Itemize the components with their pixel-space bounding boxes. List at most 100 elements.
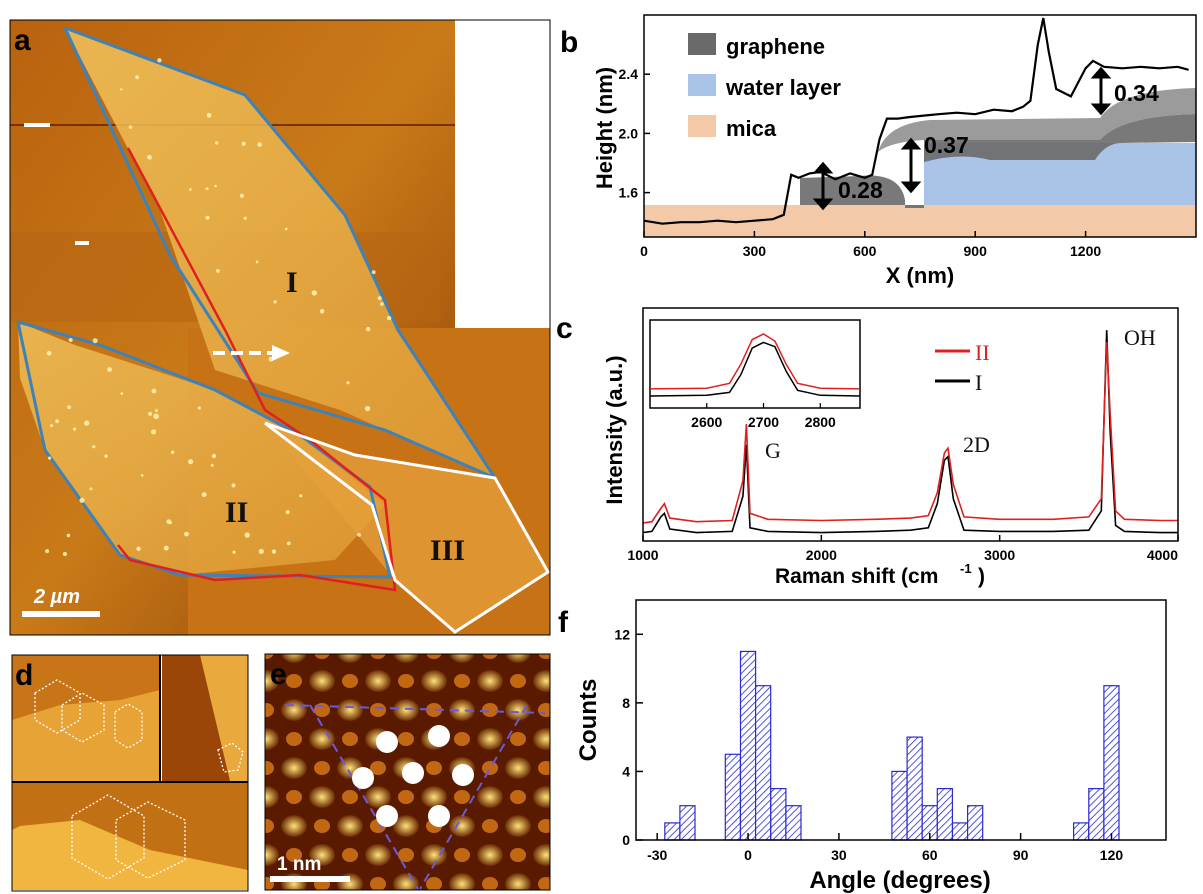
nanodot	[148, 411, 153, 416]
step-label-1: 0.37	[924, 132, 969, 158]
x-tick-label-b: 0	[640, 243, 648, 259]
nanodot	[151, 388, 157, 394]
nanodot	[299, 494, 303, 498]
panel-d-afm-images: d	[11, 654, 249, 892]
x-tick-label-f: 60	[922, 847, 938, 863]
nanodot	[205, 215, 210, 220]
nanodot	[197, 406, 201, 410]
histogram-bar	[724, 753, 741, 841]
nanodot	[89, 487, 93, 491]
legend-c: II I	[935, 340, 990, 395]
nanodot	[216, 269, 220, 273]
flake-region-II	[18, 322, 385, 575]
x-tick-label-f: 30	[831, 847, 847, 863]
nanodot	[357, 533, 361, 537]
panel-label-b: b	[560, 26, 578, 59]
step-arrows	[812, 66, 1112, 211]
x-axis-label-c-close: )	[978, 565, 985, 588]
legend-label-graphene: graphene	[726, 34, 825, 59]
region-label-III: III	[430, 534, 465, 567]
x-tick-label-c: 1000	[627, 547, 658, 563]
scale-bar-e	[270, 876, 350, 882]
nanodot	[153, 413, 159, 420]
histogram-bar	[951, 822, 969, 841]
nanodot	[258, 548, 264, 555]
x-axis-label-f: Angle (degrees)	[809, 867, 990, 894]
nanodot	[107, 367, 112, 372]
x-tick-label-c: 2000	[806, 547, 837, 563]
x-tick-label-c: 3000	[984, 547, 1015, 563]
x-tick-label-b: 900	[964, 243, 988, 259]
nanodot	[92, 445, 96, 449]
nanodot	[140, 474, 144, 477]
nanodot	[120, 88, 123, 91]
nanodot	[50, 424, 54, 428]
panel-label-d: d	[15, 659, 33, 692]
panel-e-atomic-image: 1 nm e	[264, 653, 551, 891]
nanodot	[239, 193, 244, 198]
triangle-outline	[284, 704, 546, 890]
nanodot	[232, 550, 236, 554]
nanodot	[365, 326, 371, 332]
nanodot	[84, 420, 90, 426]
inset-x-tick-label: 2800	[805, 414, 836, 430]
peak-label-OH: OH	[1124, 325, 1156, 350]
nanodot	[284, 227, 288, 231]
nanodot	[386, 315, 392, 321]
mica-layer	[644, 205, 1196, 237]
x-tick-label-f: 120	[1100, 847, 1124, 863]
axes-frame-c	[642, 307, 1179, 542]
nanodot	[286, 541, 291, 546]
nanodot	[319, 308, 325, 314]
panel-label-c: c	[556, 312, 573, 345]
x-tick-label-c: 4000	[1147, 547, 1178, 563]
raman-spectrum-II	[642, 342, 1178, 524]
region-label-II: II	[225, 496, 248, 529]
histogram-bar	[739, 650, 757, 841]
axes-frame-f	[635, 599, 1167, 841]
inset-x-tick-label: 2600	[691, 414, 722, 430]
x-tick-label-b: 1200	[1070, 243, 1101, 259]
panel-f-histogram: f -30 0 30 60 90 120 0 4 8 12 Angle (degrees) Cou…	[558, 599, 1167, 894]
nanodot	[205, 187, 209, 191]
x-tick-label-f: 90	[1013, 847, 1029, 863]
nanodot	[231, 483, 236, 488]
y-tick-label-b: 1.6	[619, 185, 639, 201]
nanodot	[257, 142, 262, 147]
peak-label-G: G	[765, 438, 781, 463]
nanodot	[189, 188, 192, 191]
histogram-bar	[664, 822, 681, 841]
region-label-I: I	[286, 266, 298, 299]
hexagon-outlines	[34, 679, 244, 880]
nanodot	[377, 296, 382, 301]
nanodot	[171, 450, 175, 454]
x-axis-label-c-sup: -1	[960, 561, 972, 576]
nanodot	[48, 456, 52, 460]
y-axis-label-f: Counts	[575, 679, 602, 762]
y-tick-label-f: 8	[622, 695, 630, 711]
histogram-bar	[936, 787, 953, 841]
histogram-bar	[891, 770, 908, 841]
nanodot	[92, 338, 98, 344]
nanodot	[214, 184, 217, 188]
nanodot	[206, 112, 212, 118]
legend-label-II: II	[975, 340, 990, 365]
x-axis-label-c: Raman shift (cm	[775, 565, 938, 588]
legend-swatch-graphene	[688, 33, 716, 55]
legend-swatch-mica	[688, 115, 716, 137]
nanodot	[154, 409, 158, 413]
legend-label-I: I	[975, 370, 982, 395]
nanodot	[73, 427, 77, 431]
nanodot	[211, 453, 217, 459]
nanodot	[188, 459, 194, 465]
nanodot	[120, 392, 124, 395]
nanodot	[104, 454, 108, 458]
nanodot	[244, 532, 250, 538]
nanodot	[285, 510, 290, 515]
flake-region-I	[65, 28, 495, 478]
nanodot	[135, 75, 140, 80]
y-tick-label-f: 4	[622, 763, 630, 779]
nanodot	[241, 141, 246, 146]
nanodot	[364, 405, 371, 412]
histogram-bar	[754, 685, 772, 841]
